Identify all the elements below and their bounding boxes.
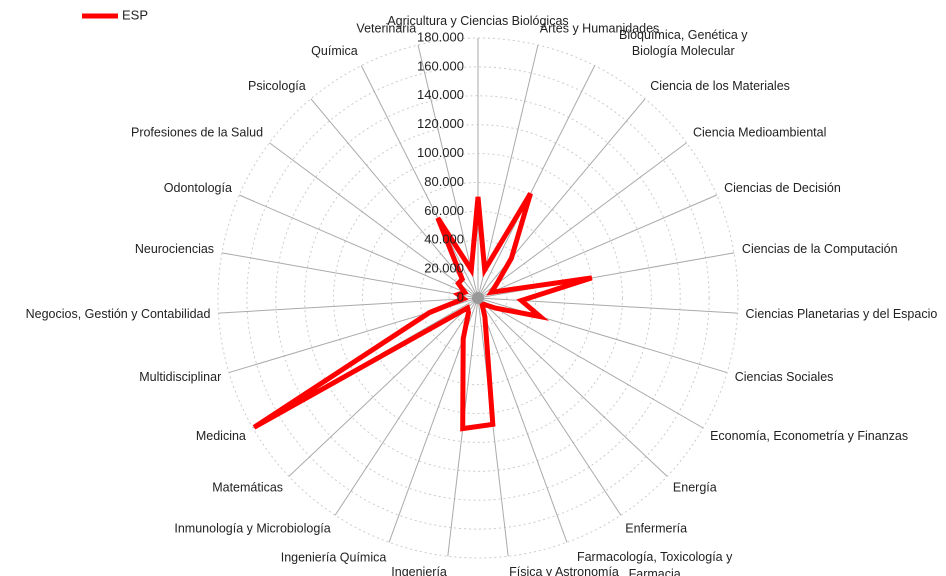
category-label: Neurociencias — [134, 242, 215, 257]
category-label: Inmunología y Microbiología — [174, 521, 331, 536]
grid-circle — [275, 95, 681, 501]
y-tick-label: 0 — [457, 289, 464, 304]
category-label: Psicología — [248, 78, 306, 93]
category-label: Ingeniería — [391, 565, 447, 576]
y-tick-label: 160.000 — [417, 58, 464, 73]
spoke — [477, 44, 539, 299]
category-label: Ingeniería Química — [280, 550, 387, 565]
category-label: Multidisciplinar — [139, 369, 222, 384]
spoke — [477, 297, 728, 374]
spoke — [477, 297, 704, 429]
category-label: Agricultura y Ciencias Biológicas — [387, 14, 569, 29]
category-label: Ciencia Medioambiental — [692, 125, 827, 140]
center-dot — [472, 292, 484, 304]
category-label: Ciencia de los Materiales — [650, 78, 790, 93]
y-tick-label: 40.000 — [424, 232, 464, 247]
spoke — [334, 297, 479, 516]
grid-circle — [246, 66, 710, 530]
category-label: Veterinaria — [356, 21, 417, 36]
spoke — [477, 297, 668, 477]
legend-label: ESP — [122, 7, 148, 22]
category-label: Ciencias Planetarias y del Espacio — [745, 306, 938, 321]
spoke — [477, 297, 568, 543]
category-label: Negocios, Gestión y Contabilidad — [25, 306, 211, 321]
series-line — [252, 192, 593, 432]
y-tick-label: 100.000 — [417, 145, 464, 160]
category-label: Economía, Econometría y Finanzas — [710, 428, 909, 443]
spoke — [477, 65, 596, 299]
y-tick-label: 80.000 — [424, 174, 464, 189]
category-label: Profesiones de la Salud — [130, 125, 264, 140]
spoke — [239, 194, 479, 299]
category-label: Artes y Humanidades — [539, 21, 660, 36]
spoke — [288, 297, 479, 477]
y-tick-label: 20.000 — [424, 261, 464, 276]
y-tick-label: 60.000 — [424, 203, 464, 218]
category-label: Ciencias Sociales — [734, 369, 834, 384]
category-label: Ciencias de la Computación — [741, 242, 898, 257]
spoke — [310, 98, 479, 299]
spoke — [269, 142, 479, 299]
category-label: Odontología — [163, 181, 232, 196]
y-tick-label: 180.000 — [417, 29, 464, 44]
category-label: Energía — [672, 480, 717, 495]
category-label: Ciencias de Decisión — [724, 181, 841, 196]
spoke — [218, 297, 479, 314]
spoke — [477, 194, 717, 299]
y-tick-label: 120.000 — [417, 116, 464, 131]
grid-circle — [217, 37, 739, 559]
y-tick-label: 140.000 — [417, 87, 464, 102]
category-label: Bioquímica, Genética y Biología Molecula… — [618, 27, 748, 59]
spoke — [477, 142, 687, 299]
category-label: Química — [311, 43, 358, 58]
category-label: Enfermería — [625, 521, 688, 536]
spoke — [477, 297, 509, 557]
category-label: Matemáticas — [212, 480, 284, 495]
grid-circle — [390, 210, 566, 386]
category-label: Medicina — [195, 428, 246, 443]
category-label: Farmacología, Toxicología y Farmacia — [576, 549, 733, 576]
spoke — [221, 252, 479, 299]
spoke — [477, 297, 622, 516]
grid-circle — [361, 181, 595, 415]
spoke — [417, 44, 479, 299]
category-label: Física y Astronomía — [509, 565, 619, 576]
spoke — [360, 65, 479, 299]
